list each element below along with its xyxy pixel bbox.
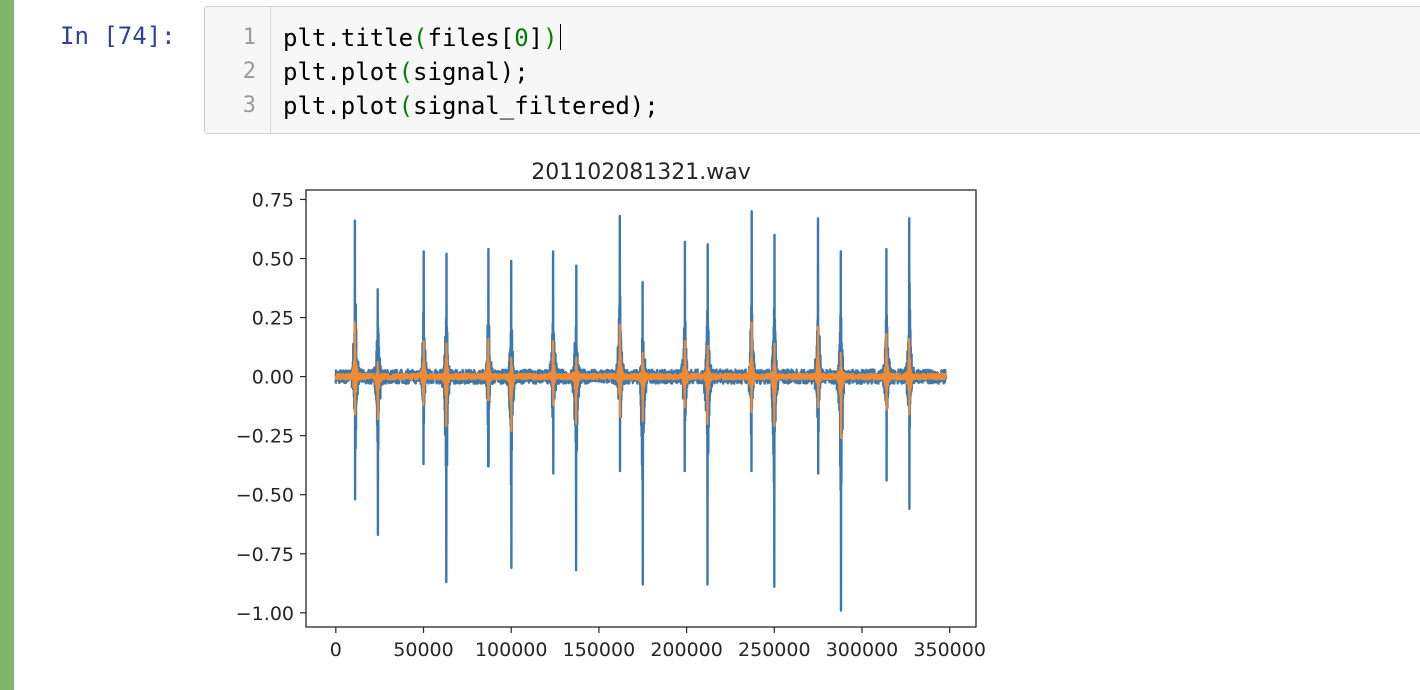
code-line[interactable]: plt.title(files[0]) [283, 24, 561, 52]
cell-selection-bar [0, 0, 14, 690]
line-chart: 201102081321.wav 0.75 0.50 0.25 0.00 −0.25 −0… [236, 160, 986, 661]
y-tick-label: −0.50 [236, 485, 294, 507]
x-tick-label: 350000 [913, 639, 986, 661]
plot-frame [305, 189, 977, 628]
y-tick-label: −0.25 [236, 426, 294, 448]
x-tick-label: 100000 [475, 639, 548, 661]
code-text: plt.plot(signal); [283, 58, 529, 86]
x-tick-label: 50000 [393, 639, 453, 661]
x-tick-label: 0 [330, 639, 342, 661]
y-tick-label: −0.75 [236, 544, 294, 566]
line-number: 1 [242, 25, 256, 50]
code-editor[interactable]: 1 2 3 plt.title(files[0]) plt.plot(signa… [204, 6, 1420, 134]
series-line-filtered [334, 321, 948, 440]
x-tick-label: 150000 [563, 639, 636, 661]
x-tick-label: 200000 [650, 639, 723, 661]
y-tick-label: 0.25 [252, 308, 294, 330]
y-tick-label: 0.75 [252, 189, 294, 211]
code-line[interactable]: plt.plot(signal_filtered); [283, 92, 659, 120]
code-line[interactable]: plt.plot(signal); [283, 58, 529, 86]
code-text: plt.title(files[0]) [283, 24, 558, 52]
text-cursor [559, 24, 561, 50]
y-tick-label: 0.00 [252, 367, 294, 389]
line-number-gutter: 1 2 3 [205, 7, 271, 133]
x-tick-label: 250000 [738, 639, 811, 661]
y-tick-label: 0.50 [252, 249, 294, 271]
code-text: plt.plot(signal_filtered); [283, 92, 659, 120]
series-line-signal [334, 210, 948, 612]
x-tick-label: 300000 [826, 639, 899, 661]
cell-output: 201102081321.wav 0.75 0.50 0.25 0.00 −0.25 −0… [220, 150, 1020, 680]
chart-title: 201102081321.wav [531, 160, 750, 185]
y-tick-label: −1.00 [236, 603, 294, 625]
line-number: 2 [242, 59, 256, 84]
input-prompt: In [74]: [60, 22, 176, 50]
line-number: 3 [242, 93, 256, 118]
